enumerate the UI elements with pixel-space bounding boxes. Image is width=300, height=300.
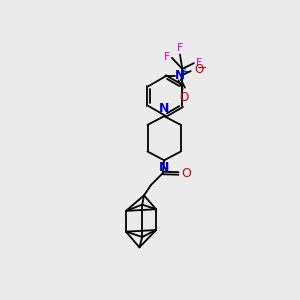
Text: O: O	[180, 92, 189, 104]
Text: N: N	[159, 161, 169, 174]
Text: N: N	[159, 102, 169, 115]
Text: F: F	[164, 52, 170, 62]
Text: N: N	[175, 70, 184, 83]
Text: O: O	[194, 63, 203, 76]
Text: O: O	[181, 167, 191, 180]
Text: +: +	[179, 67, 188, 77]
Text: F: F	[177, 43, 183, 53]
Text: −: −	[196, 61, 207, 75]
Text: F: F	[196, 58, 202, 68]
